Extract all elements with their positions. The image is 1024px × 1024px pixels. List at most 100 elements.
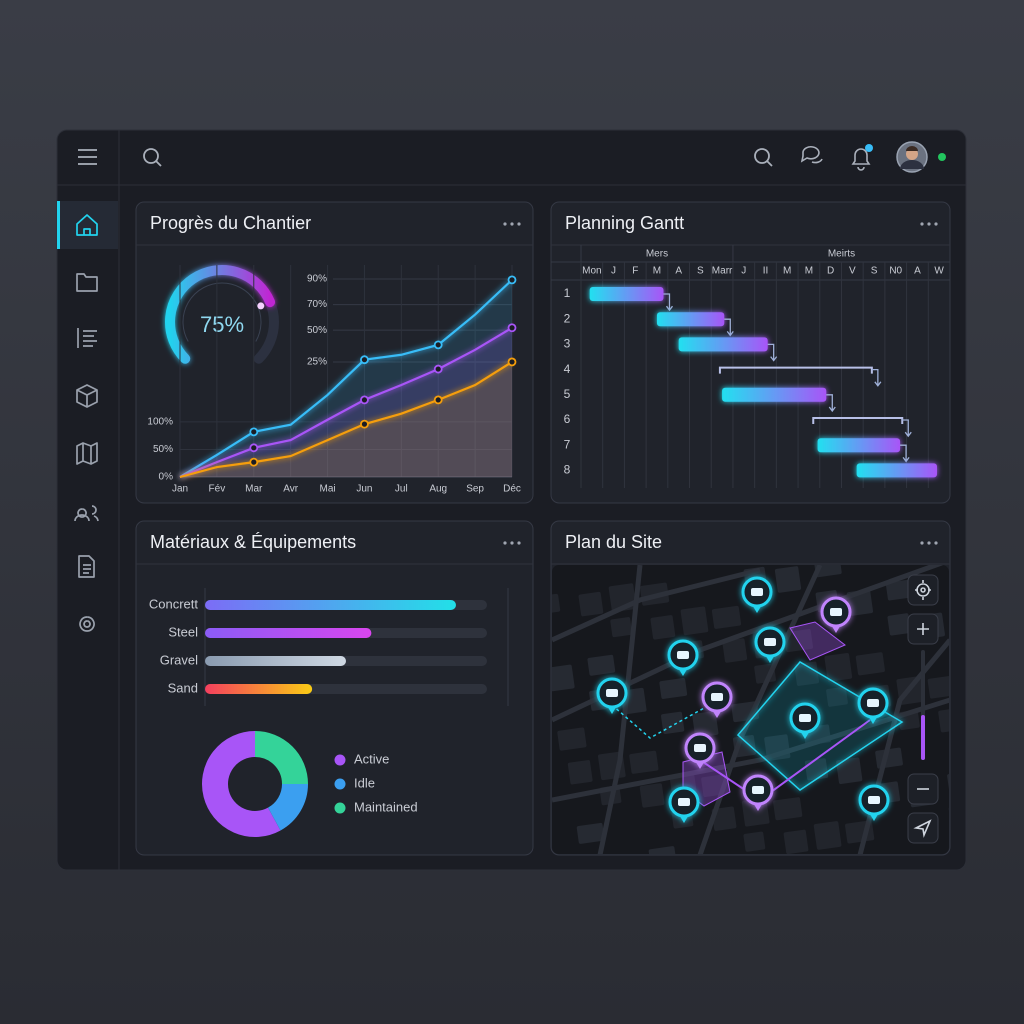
- restricted-zone: [789, 621, 846, 661]
- map-marker[interactable]: [858, 784, 890, 821]
- marker-icon: [751, 588, 763, 596]
- task-connector: [663, 293, 674, 312]
- map-marker[interactable]: [754, 626, 786, 663]
- x-tick-label: Mai: [319, 484, 335, 495]
- day-label: F: [632, 266, 638, 277]
- map-marker[interactable]: [789, 702, 821, 739]
- more-button[interactable]: [920, 541, 938, 545]
- legend-swatch: [334, 754, 346, 766]
- map-marker[interactable]: [596, 677, 628, 714]
- avatar[interactable]: [896, 141, 928, 173]
- map-marker[interactable]: [667, 639, 699, 676]
- more-dot: [934, 541, 938, 545]
- marker-icon: [764, 638, 776, 646]
- gauge-dot: [257, 302, 265, 310]
- task-connector: [871, 368, 882, 387]
- y-tick-label: 0%: [159, 472, 174, 483]
- map-control-icon: [915, 580, 931, 600]
- series-point: [507, 323, 517, 333]
- sidebar-icon[interactable]: [76, 442, 98, 465]
- x-tick-label: Aug: [429, 484, 447, 495]
- x-tick-label: Déc: [503, 484, 521, 495]
- search-icon[interactable]: [754, 148, 773, 167]
- panel: [550, 201, 951, 504]
- series-point: [360, 355, 369, 365]
- day-label: Mon: [582, 266, 601, 277]
- day-label: A: [675, 266, 682, 277]
- map-building: [813, 821, 842, 850]
- more-button[interactable]: [503, 541, 521, 545]
- map-marker[interactable]: [741, 576, 773, 613]
- series-point: [249, 457, 259, 467]
- day-label: S: [871, 266, 878, 277]
- map-street: [697, 565, 823, 854]
- avatar-body: [900, 160, 924, 169]
- legend-label: Active: [354, 751, 389, 766]
- notification-button[interactable]: [851, 148, 871, 171]
- day-label: M: [653, 266, 661, 277]
- legend-label: Idle: [354, 775, 375, 790]
- search-button[interactable]: [143, 148, 162, 167]
- row-label: 2: [564, 311, 571, 325]
- bar-label: Concrett: [149, 596, 199, 611]
- task-bar: [589, 287, 664, 301]
- day-label: A: [914, 266, 921, 277]
- sidebar-icon[interactable]: [78, 555, 95, 578]
- sidebar-icon[interactable]: [76, 214, 98, 236]
- series-area: [180, 327, 512, 477]
- map-building: [836, 757, 863, 785]
- map-control-bg: [907, 574, 939, 606]
- map-street: [552, 567, 761, 643]
- map-marker[interactable]: [701, 681, 733, 718]
- locate-button[interactable]: [907, 574, 939, 606]
- more-button[interactable]: [920, 222, 938, 226]
- zoom-out-button[interactable]: [907, 773, 939, 805]
- chat-button[interactable]: [800, 145, 823, 164]
- map-marker[interactable]: [742, 774, 774, 811]
- series-point: [433, 364, 443, 374]
- site-map[interactable]: [538, 542, 975, 883]
- map-building: [813, 565, 842, 578]
- row-label: 1: [564, 286, 571, 300]
- series-line: [179, 279, 513, 478]
- notification-dot: [865, 144, 873, 152]
- sidebar-icon[interactable]: [79, 616, 95, 632]
- task-bar: [722, 387, 827, 402]
- series-point: [433, 340, 443, 350]
- map-marker[interactable]: [820, 596, 852, 633]
- y2-tick-label: 70%: [307, 299, 327, 310]
- row-label: 5: [564, 387, 571, 401]
- more-dot: [517, 541, 521, 545]
- sidebar-icon[interactable]: [77, 328, 97, 348]
- x-tick-label: Jul: [395, 484, 408, 495]
- day-label: N0: [889, 266, 902, 277]
- map-building: [587, 654, 616, 676]
- sidebar-icon[interactable]: [76, 384, 98, 408]
- menu-button[interactable]: [78, 149, 97, 165]
- marker-icon: [867, 699, 879, 707]
- row-label: 6: [564, 412, 571, 426]
- series-line: [179, 360, 513, 479]
- map-building: [774, 566, 802, 593]
- marker-icon: [868, 796, 880, 804]
- map-marker[interactable]: [684, 732, 716, 769]
- bar-label: Sand: [168, 680, 198, 695]
- month-label: Mers: [646, 249, 668, 260]
- day-label: J: [611, 266, 616, 277]
- map-marker[interactable]: [668, 786, 700, 823]
- more-dot: [927, 541, 931, 545]
- day-label: Marr: [712, 266, 733, 277]
- more-button[interactable]: [503, 222, 521, 226]
- sidebar-icon[interactable]: [76, 273, 98, 292]
- zoom-in-button[interactable]: [907, 613, 939, 645]
- series-point: [507, 357, 517, 367]
- map-marker[interactable]: [857, 687, 889, 724]
- more-dot: [517, 222, 521, 226]
- y-tick-label: 50%: [153, 444, 173, 455]
- y2-tick-label: 90%: [307, 274, 327, 285]
- row-label: 4: [564, 362, 571, 376]
- sidebar-icon[interactable]: [74, 505, 99, 522]
- navigate-button[interactable]: [907, 812, 939, 844]
- marker-icon: [711, 693, 723, 701]
- map-building: [927, 675, 949, 699]
